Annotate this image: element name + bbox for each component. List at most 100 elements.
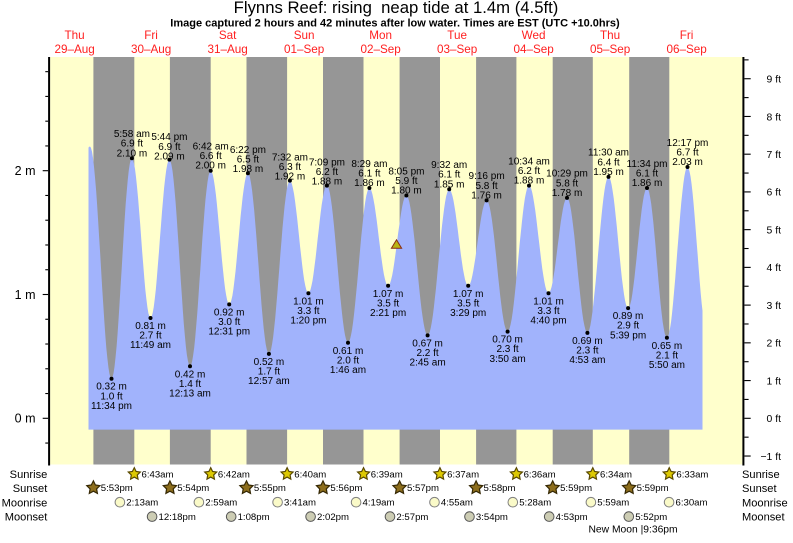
svg-text:6:36am: 6:36am: [524, 469, 556, 480]
svg-text:7 ft: 7 ft: [767, 150, 782, 161]
svg-text:3.5 ft: 3.5 ft: [377, 298, 399, 309]
svg-text:Moonrise: Moonrise: [742, 497, 788, 509]
svg-text:3.0 ft: 3.0 ft: [218, 317, 240, 328]
svg-text:6:43am: 6:43am: [142, 469, 174, 480]
svg-text:4:53pm: 4:53pm: [556, 512, 588, 523]
svg-text:1:46 am: 1:46 am: [330, 365, 366, 376]
svg-text:9:16 pm: 9:16 pm: [469, 171, 505, 182]
svg-text:6:22 pm: 6:22 pm: [230, 145, 266, 156]
svg-text:3:41am: 3:41am: [284, 498, 316, 509]
svg-text:2.0 ft: 2.0 ft: [337, 355, 359, 366]
svg-text:3:29 pm: 3:29 pm: [450, 308, 486, 319]
svg-text:5.8 ft: 5.8 ft: [556, 178, 578, 189]
svg-text:6 ft: 6 ft: [767, 188, 782, 199]
svg-text:2.09 m: 2.09 m: [154, 151, 185, 162]
svg-text:6:37am: 6:37am: [447, 469, 479, 480]
svg-text:3:50 am: 3:50 am: [490, 354, 526, 365]
svg-text:5:57pm: 5:57pm: [407, 483, 439, 494]
svg-text:2.3 ft: 2.3 ft: [576, 346, 598, 357]
svg-text:6.1 ft: 6.1 ft: [358, 168, 380, 179]
svg-text:2:21 pm: 2:21 pm: [370, 308, 406, 319]
svg-text:Thu: Thu: [600, 29, 620, 42]
svg-text:6.2 ft: 6.2 ft: [518, 166, 540, 177]
svg-text:31–Aug: 31–Aug: [207, 43, 247, 56]
svg-text:3.3 ft: 3.3 ft: [537, 306, 559, 317]
svg-text:0.67 m: 0.67 m: [412, 338, 443, 349]
svg-text:New Moon |9:36pm: New Moon |9:36pm: [589, 525, 678, 536]
svg-text:6:30am: 6:30am: [676, 498, 708, 509]
svg-text:0.89 m: 0.89 m: [613, 311, 644, 322]
svg-text:2.3 ft: 2.3 ft: [496, 344, 518, 355]
svg-text:5:28am: 5:28am: [519, 498, 551, 509]
svg-text:5:52pm: 5:52pm: [635, 512, 667, 523]
svg-text:5:56pm: 5:56pm: [330, 483, 362, 494]
svg-text:−1 ft: −1 ft: [760, 452, 781, 463]
svg-text:7:09 pm: 7:09 pm: [309, 157, 345, 168]
svg-text:1.07 m: 1.07 m: [453, 289, 484, 300]
svg-text:6.9 ft: 6.9 ft: [158, 142, 180, 153]
svg-text:5:58pm: 5:58pm: [484, 483, 516, 494]
svg-text:1.98 m: 1.98 m: [233, 164, 264, 175]
svg-text:6.6 ft: 6.6 ft: [200, 151, 222, 162]
svg-text:1:08pm: 1:08pm: [238, 512, 270, 523]
svg-text:Sunset: Sunset: [742, 483, 777, 495]
svg-text:Flynns Reef: rising neap tide: Flynns Reef: rising neap tide at 1.4m (4…: [234, 0, 559, 17]
svg-text:29–Aug: 29–Aug: [54, 43, 94, 56]
svg-text:0.69 m: 0.69 m: [572, 336, 603, 347]
svg-text:9 ft: 9 ft: [767, 75, 782, 86]
svg-text:5:44 pm: 5:44 pm: [151, 132, 187, 143]
svg-text:6:40am: 6:40am: [294, 469, 326, 480]
svg-text:Moonset: Moonset: [5, 512, 48, 524]
svg-text:6:34am: 6:34am: [600, 469, 632, 480]
svg-text:1.07 m: 1.07 m: [373, 289, 404, 300]
svg-text:1 m: 1 m: [15, 288, 36, 302]
svg-text:1.7 ft: 1.7 ft: [258, 367, 280, 378]
svg-text:05–Sep: 05–Sep: [590, 43, 631, 56]
svg-text:2.00 m: 2.00 m: [195, 161, 226, 172]
svg-text:2.2 ft: 2.2 ft: [416, 348, 438, 359]
svg-text:1.92 m: 1.92 m: [275, 172, 306, 183]
svg-text:1.76 m: 1.76 m: [471, 190, 502, 201]
svg-text:6:39am: 6:39am: [371, 469, 403, 480]
svg-text:4:53 am: 4:53 am: [569, 355, 605, 366]
svg-text:1.86 m: 1.86 m: [354, 178, 385, 189]
svg-text:12:18pm: 12:18pm: [159, 512, 196, 523]
svg-text:0 ft: 0 ft: [767, 414, 782, 425]
svg-text:6.9 ft: 6.9 ft: [121, 139, 143, 150]
svg-text:3 ft: 3 ft: [767, 301, 782, 312]
svg-text:0.70 m: 0.70 m: [492, 335, 523, 346]
svg-text:9:32 am: 9:32 am: [431, 160, 467, 171]
svg-text:Moonset: Moonset: [742, 512, 785, 524]
svg-text:0.65 m: 0.65 m: [652, 341, 683, 352]
svg-text:2:45 am: 2:45 am: [410, 358, 446, 369]
svg-text:1.78 m: 1.78 m: [552, 188, 583, 199]
svg-text:06–Sep: 06–Sep: [666, 43, 707, 56]
svg-text:4:19am: 4:19am: [363, 498, 395, 509]
svg-text:01–Sep: 01–Sep: [284, 43, 325, 56]
svg-text:3.3 ft: 3.3 ft: [297, 306, 319, 317]
svg-text:11:30 am: 11:30 am: [588, 148, 629, 159]
svg-text:04–Sep: 04–Sep: [513, 43, 554, 56]
svg-text:0.42 m: 0.42 m: [175, 369, 206, 380]
svg-text:0 m: 0 m: [15, 412, 36, 426]
svg-text:6.4 ft: 6.4 ft: [597, 157, 619, 168]
svg-text:6:33am: 6:33am: [676, 469, 708, 480]
svg-text:2 ft: 2 ft: [767, 339, 782, 350]
svg-text:0.81 m: 0.81 m: [135, 321, 166, 332]
svg-text:2.1 ft: 2.1 ft: [656, 350, 678, 361]
svg-text:5:58 am: 5:58 am: [114, 129, 150, 140]
svg-text:12:13 am: 12:13 am: [169, 389, 211, 400]
svg-text:1.85 m: 1.85 m: [434, 179, 465, 190]
svg-text:5 ft: 5 ft: [767, 226, 782, 237]
svg-text:Thu: Thu: [65, 29, 85, 42]
svg-text:0.52 m: 0.52 m: [254, 357, 285, 368]
svg-text:Tue: Tue: [447, 29, 467, 42]
svg-text:2.9 ft: 2.9 ft: [617, 321, 639, 332]
svg-text:5:50 am: 5:50 am: [649, 360, 685, 371]
svg-text:6.1 ft: 6.1 ft: [636, 168, 658, 179]
svg-text:Fri: Fri: [680, 29, 694, 42]
svg-text:5.9 ft: 5.9 ft: [395, 176, 417, 187]
svg-text:5.8 ft: 5.8 ft: [475, 181, 497, 192]
svg-text:8:29 am: 8:29 am: [351, 159, 387, 170]
svg-text:2:02pm: 2:02pm: [317, 512, 349, 523]
